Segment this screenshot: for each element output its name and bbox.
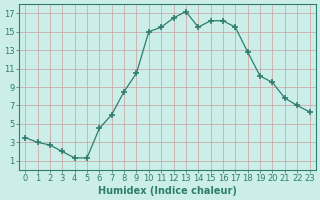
X-axis label: Humidex (Indice chaleur): Humidex (Indice chaleur): [98, 186, 237, 196]
